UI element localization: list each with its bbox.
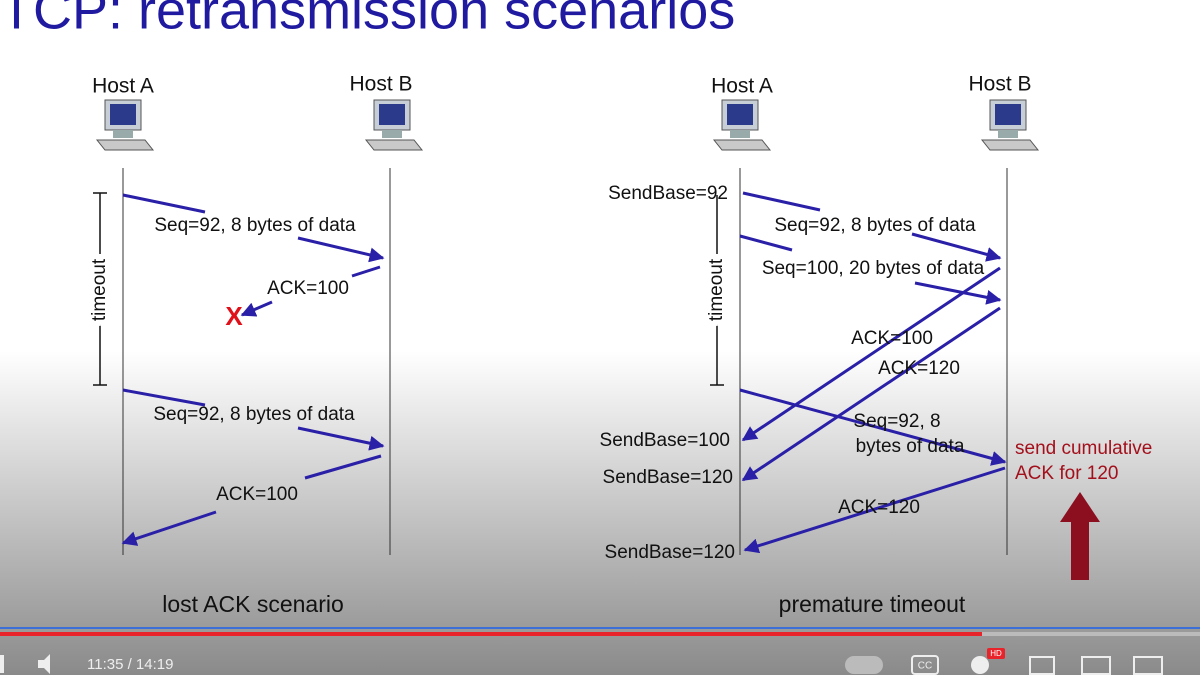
host-label: Host A xyxy=(92,75,154,98)
lost-ack-diagram: Host A Host B timeout Seq=92, 8 bytes of… xyxy=(84,73,423,617)
sendbase-label: SendBase=120 xyxy=(605,542,735,563)
scenario-caption: lost ACK scenario xyxy=(162,591,344,617)
lost-mark: X xyxy=(225,301,243,331)
autoplay-toggle[interactable] xyxy=(845,656,883,674)
segment-arrow xyxy=(742,191,821,212)
ack-arrow xyxy=(741,266,1001,442)
ack-arrow xyxy=(741,306,1001,482)
settings-button[interactable] xyxy=(971,656,989,674)
progress-played[interactable] xyxy=(0,632,982,636)
segment-arrow xyxy=(122,388,206,407)
sendbase-label: SendBase=100 xyxy=(600,430,730,451)
slide-title: TCP: retransmission scenarios xyxy=(0,0,735,40)
ack-arrow xyxy=(351,265,381,278)
sendbase-label: SendBase=120 xyxy=(603,467,733,488)
message-label: ACK=100 xyxy=(267,278,349,299)
message-label: ACK=120 xyxy=(878,358,960,379)
message-label: bytes of data xyxy=(856,436,965,457)
message-label: Seq=92, 8 xyxy=(853,411,940,432)
ack-arrow xyxy=(304,454,382,480)
up-arrow xyxy=(1060,492,1100,580)
cc-label: CC xyxy=(918,661,932,672)
ack-arrow xyxy=(240,300,273,317)
message-label: ACK=120 xyxy=(838,497,920,518)
scenario-caption: premature timeout xyxy=(779,591,966,617)
segment-arrow xyxy=(297,426,385,451)
volume-button[interactable] xyxy=(38,654,50,674)
ack-arrow xyxy=(121,510,217,546)
segment-arrow xyxy=(739,388,1007,466)
segment-arrow xyxy=(739,234,793,252)
message-label: Seq=100, 20 bytes of data xyxy=(762,258,985,279)
segment-arrow xyxy=(914,281,1002,305)
message-label: Seq=92, 8 bytes of data xyxy=(153,404,355,425)
message-label: ACK=100 xyxy=(851,328,933,349)
message-label: Seq=92, 8 bytes of data xyxy=(774,215,976,236)
segment-arrow xyxy=(122,193,206,214)
host-label: Host B xyxy=(968,73,1031,96)
premature-timeout-diagram: Host A Host B timeout SendBase=92 SendBa… xyxy=(600,73,1153,618)
message-label: Seq=92, 8 bytes of data xyxy=(154,215,356,236)
message-label: ACK=100 xyxy=(216,484,298,505)
player-controls: 11:35 / 14:19 CC HD xyxy=(0,627,1200,675)
hd-label: HD xyxy=(990,649,1002,658)
miniplayer-button[interactable] xyxy=(1029,656,1055,675)
segment-arrow xyxy=(911,232,1002,262)
timeout-label: timeout xyxy=(89,258,110,321)
next-button[interactable] xyxy=(0,655,4,673)
host-label: Host A xyxy=(711,75,773,98)
hd-badge xyxy=(987,648,1005,659)
note: send cumulative xyxy=(1015,438,1152,459)
segment-arrow xyxy=(297,236,385,263)
cc-button[interactable] xyxy=(911,655,939,675)
theater-button[interactable] xyxy=(1081,656,1111,675)
note: ACK for 120 xyxy=(1015,463,1119,484)
timeout-label: timeout xyxy=(706,258,727,321)
host-label: Host B xyxy=(349,73,412,96)
time-display: 11:35 / 14:19 xyxy=(87,656,173,673)
cast-button[interactable] xyxy=(1133,656,1163,675)
ack-arrow xyxy=(743,466,1006,554)
sendbase-label: SendBase=92 xyxy=(608,183,728,204)
